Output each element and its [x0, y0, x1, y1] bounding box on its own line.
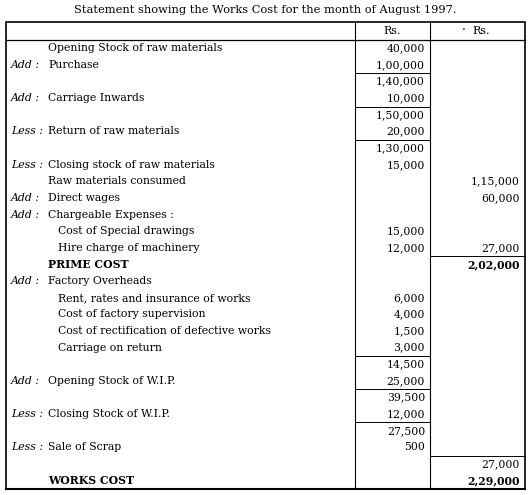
Text: 1,50,000: 1,50,000	[376, 110, 425, 120]
Text: 1,00,000: 1,00,000	[376, 60, 425, 70]
Text: Add :: Add :	[11, 376, 40, 386]
Text: 2,29,000: 2,29,000	[467, 475, 520, 486]
Text: Cost of Special drawings: Cost of Special drawings	[58, 226, 194, 236]
Text: 15,000: 15,000	[387, 160, 425, 170]
Text: Sale of Scrap: Sale of Scrap	[48, 443, 121, 452]
Text: Factory Overheads: Factory Overheads	[48, 276, 152, 286]
Text: 14,500: 14,500	[387, 359, 425, 369]
Text: 500: 500	[404, 443, 425, 452]
Text: 39,500: 39,500	[387, 393, 425, 402]
Text: Opening Stock of W.I.P.: Opening Stock of W.I.P.	[48, 376, 176, 386]
Text: Add :: Add :	[11, 193, 40, 203]
Text: 27,500: 27,500	[387, 426, 425, 436]
Text: Statement showing the Works Cost for the month of August 1997.: Statement showing the Works Cost for the…	[74, 5, 457, 15]
Text: Add :: Add :	[11, 93, 40, 103]
Text: Cost of rectification of defective works: Cost of rectification of defective works	[58, 326, 271, 336]
Text: WORKS COST: WORKS COST	[48, 475, 134, 486]
Text: Closing Stock of W.I.P.: Closing Stock of W.I.P.	[48, 409, 170, 419]
Text: Purchase: Purchase	[48, 60, 99, 70]
Text: 2,02,000: 2,02,000	[467, 259, 520, 270]
Text: 3,000: 3,000	[393, 343, 425, 352]
Text: Add :: Add :	[11, 276, 40, 286]
Text: Return of raw materials: Return of raw materials	[48, 126, 179, 137]
Text: Add :: Add :	[11, 209, 40, 220]
Text: 27,000: 27,000	[482, 459, 520, 469]
Text: 4,000: 4,000	[393, 309, 425, 319]
Text: Chargeable Expenses :: Chargeable Expenses :	[48, 209, 174, 220]
Text: 27,000: 27,000	[482, 243, 520, 253]
Text: Rs.: Rs.	[384, 26, 401, 36]
Text: Closing stock of raw materials: Closing stock of raw materials	[48, 160, 215, 170]
Text: Carriage Inwards: Carriage Inwards	[48, 93, 144, 103]
Text: Rs.: Rs.	[473, 26, 490, 36]
Text: 1,15,000: 1,15,000	[471, 176, 520, 186]
Text: 20,000: 20,000	[387, 126, 425, 137]
Text: Add :: Add :	[11, 60, 40, 70]
Text: Direct wages: Direct wages	[48, 193, 120, 203]
Text: 12,000: 12,000	[387, 409, 425, 419]
Text: 25,000: 25,000	[387, 376, 425, 386]
Text: Cost of factory supervision: Cost of factory supervision	[58, 309, 205, 319]
Text: Less :: Less :	[11, 160, 43, 170]
Text: 12,000: 12,000	[387, 243, 425, 253]
Text: Less :: Less :	[11, 409, 43, 419]
Text: Carriage on return: Carriage on return	[58, 343, 162, 352]
Text: 1,500: 1,500	[393, 326, 425, 336]
Text: 10,000: 10,000	[387, 93, 425, 103]
Text: 1,40,000: 1,40,000	[376, 77, 425, 87]
Text: Less :: Less :	[11, 126, 43, 137]
Text: Rent, rates and insurance of works: Rent, rates and insurance of works	[58, 293, 251, 303]
Text: 60,000: 60,000	[482, 193, 520, 203]
Text: 40,000: 40,000	[387, 44, 425, 53]
Text: Less :: Less :	[11, 443, 43, 452]
Text: 1,30,000: 1,30,000	[376, 143, 425, 153]
Text: ·: ·	[461, 24, 466, 38]
Text: 15,000: 15,000	[387, 226, 425, 236]
Text: Opening Stock of raw materials: Opening Stock of raw materials	[48, 44, 222, 53]
Text: Raw materials consumed: Raw materials consumed	[48, 176, 186, 186]
Text: PRIME COST: PRIME COST	[48, 259, 129, 270]
Text: 6,000: 6,000	[393, 293, 425, 303]
Text: Hire charge of machinery: Hire charge of machinery	[58, 243, 200, 253]
